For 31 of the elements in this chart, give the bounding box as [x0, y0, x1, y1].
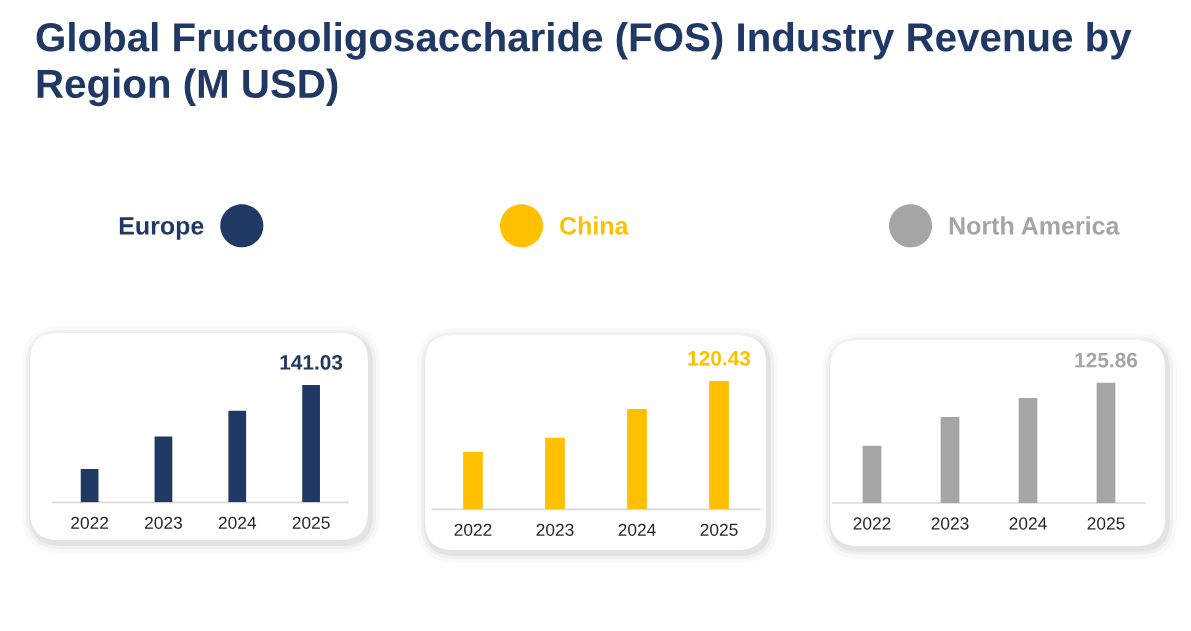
x-tick-label: 2024 [1009, 517, 1047, 530]
text: Global Fructooligosaccharide (FOS) Industry Revenue by Region (M USD) [36, 22, 1132, 107]
bar [463, 451, 483, 510]
legend-label: China [560, 216, 629, 235]
bar [545, 437, 565, 510]
data-label: 141.03 [280, 355, 343, 370]
x-tick-label: 2022 [454, 523, 492, 536]
x-tick-label: 2024 [218, 516, 257, 529]
bar [302, 385, 320, 503]
data-label: 125.86 [1075, 352, 1138, 368]
x-tick-label: 2025 [700, 523, 738, 536]
bar [1018, 397, 1038, 503]
legend-label: Europe [119, 217, 204, 240]
legend-label: North America [949, 216, 1120, 235]
bar [627, 409, 647, 510]
bar [709, 380, 729, 510]
bar [80, 469, 99, 503]
x-tick-label: 2025 [1087, 517, 1125, 530]
x-tick-label: 2023 [931, 517, 969, 530]
x-tick-label: 2023 [145, 516, 182, 529]
bar [154, 436, 173, 503]
x-tick-label: 2022 [853, 517, 891, 530]
x-tick-label: 2025 [292, 516, 330, 529]
bar [228, 410, 247, 503]
data-label: 120.43 [688, 350, 751, 366]
x-tick-label: 2024 [618, 523, 656, 536]
bar [862, 445, 882, 503]
bar [1096, 382, 1116, 503]
x-tick-label: 2023 [536, 523, 574, 536]
bar [940, 417, 960, 503]
x-tick-label: 2022 [71, 516, 109, 529]
